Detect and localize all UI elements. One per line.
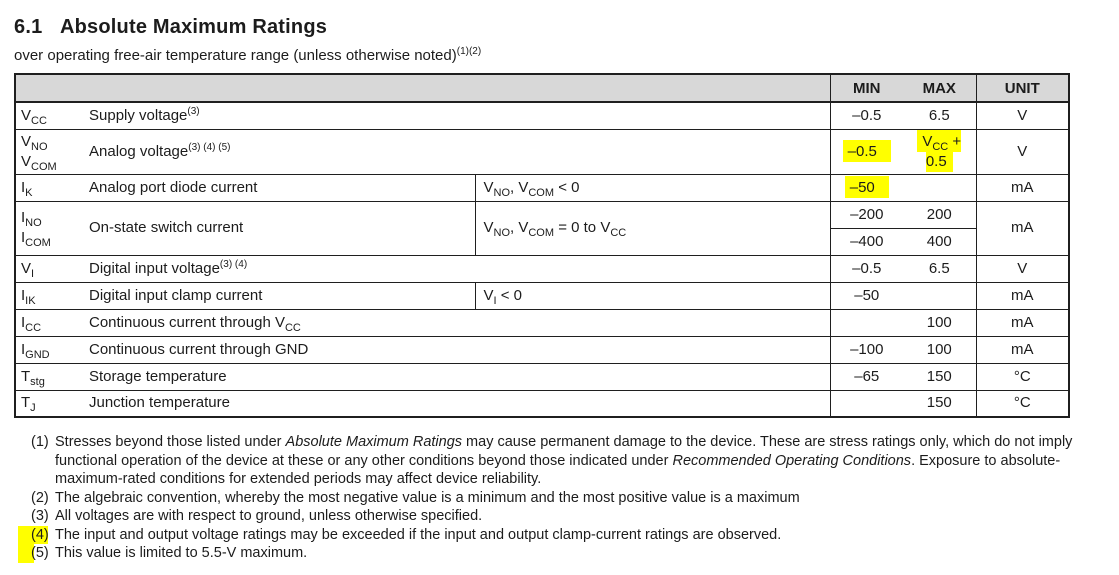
cell-condition: VI < 0 [474, 281, 830, 309]
cell-max [903, 173, 976, 201]
cell-min [829, 389, 903, 417]
table-row: VCC Supply voltage(3) –0.5 6.5 V [15, 101, 1069, 129]
cell-max: 6.5 [903, 101, 976, 129]
footnote-marker: (4) [18, 525, 55, 544]
cell-unit: °C [975, 389, 1069, 417]
ratings-table-body: VCC Supply voltage(3) –0.5 6.5 V VNO VCOM Analo… [15, 101, 1069, 417]
cell-description: On-state switch current [85, 200, 475, 255]
cell-min: –400 [829, 227, 903, 255]
cell-unit: V [975, 128, 1069, 174]
cell-unit: mA [975, 173, 1069, 201]
table-row: TJ Junction temperature 150 °C [15, 389, 1069, 417]
table-row: Tstg Storage temperature –65 150 °C [15, 362, 1069, 390]
cell-symbol: IK [15, 173, 85, 201]
cell-symbol: VI [15, 254, 85, 282]
subtitle-text: over operating free-air temperature rang… [14, 47, 457, 64]
footnote-marker: (5) [18, 544, 55, 563]
table-row: IK Analog port diode current VNO, VCOM < 0… [15, 173, 1069, 201]
cell-description: Supply voltage(3) [85, 101, 830, 129]
cell-description: Digital input clamp current [85, 281, 475, 309]
table-subtitle: over operating free-air temperature rang… [14, 46, 1119, 65]
cell-symbol: IIK [15, 281, 85, 309]
cell-max [903, 281, 976, 309]
header-blank-cell [15, 74, 830, 103]
table-header-row: MIN MAX UNIT [15, 74, 1069, 103]
cell-unit: mA [975, 281, 1069, 309]
section-number: 6.1 [14, 16, 43, 38]
cell-symbol: IGND [15, 335, 85, 363]
table-row: INO ICOM On-state switch current VNO, VCOM … [15, 200, 1069, 255]
footnote: (2) The algebraic convention, whereby the… [18, 489, 1092, 508]
footnote-marker: (3) [31, 508, 49, 524]
absolute-maximum-ratings-table: MIN MAX UNIT VCC Supply voltage(3) –0.5 6.5… [14, 73, 1070, 418]
cell-unit: mA [975, 308, 1069, 336]
cell-max: 400 [903, 227, 976, 255]
cell-condition: VNO, VCOM = 0 to VCC [474, 200, 830, 255]
cell-description: Digital input voltage(3) (4) [85, 254, 830, 282]
footnote-text: Stresses beyond those listed under Absol… [55, 434, 1073, 487]
cell-unit: V [975, 101, 1069, 129]
footnote: (4) The input and output voltage ratings … [18, 525, 1092, 544]
cell-symbol: VCC [15, 101, 85, 129]
cell-symbol: ICC [15, 308, 85, 336]
cell-unit: mA [975, 335, 1069, 363]
cell-symbol: VNO VCOM [15, 128, 85, 174]
section-title-text: Absolute Maximum Ratings [60, 16, 328, 38]
cell-max: 150 [903, 389, 976, 417]
footnote-marker: (1) [31, 434, 49, 450]
table-subrow: –400 400 [15, 227, 1069, 255]
cell-unit: mA [975, 200, 1069, 255]
cell-max: 6.5 [903, 254, 976, 282]
cell-min: –50 [829, 281, 903, 309]
table-row: VNO VCOM Analog voltage(3) (4) (5) –0.5 VCC … [15, 128, 1069, 174]
cell-min: –200 [829, 200, 903, 228]
section-title: 6.1 Absolute Maximum Ratings [14, 16, 1119, 39]
cell-description: Analog voltage(3) (4) (5) [85, 128, 830, 174]
cell-min: –65 [829, 362, 903, 390]
footnotes-list: (1) Stresses beyond those listed under Ab… [14, 433, 1092, 563]
cell-max: 100 [903, 335, 976, 363]
cell-min: –0.5 [829, 254, 903, 282]
cell-description: Continuous current through GND [85, 335, 830, 363]
cell-description: Analog port diode current [85, 173, 475, 201]
footnote: (1) Stresses beyond those listed under Ab… [18, 433, 1092, 489]
cell-symbol: TJ [15, 389, 85, 417]
cell-min [829, 308, 903, 336]
table-row: IIK Digital input clamp current VI < 0 –50 m… [15, 281, 1069, 309]
cell-max: 100 [903, 308, 976, 336]
cell-max: VCC + 0.5 [903, 128, 976, 174]
subtitle-footnote-refs: (1)(2) [456, 46, 482, 57]
cell-description: Continuous current through VCC [85, 308, 830, 336]
footnote-text: All voltages are with respect to ground,… [55, 508, 483, 524]
footnote-marker: (2) [31, 489, 49, 506]
footnote-text: The algebraic convention, whereby the mo… [55, 489, 800, 506]
table-row: IGND Continuous current through GND –100 10… [15, 335, 1069, 363]
cell-condition: VNO, VCOM < 0 [474, 173, 830, 201]
table-row: ICC Continuous current through VCC 100 mA [15, 308, 1069, 336]
footnote-text: This value is limited to 5.5-V maximum. [55, 545, 308, 561]
cell-unit: °C [975, 362, 1069, 390]
cell-symbol: INO ICOM [15, 200, 85, 255]
cell-max: 150 [903, 362, 976, 390]
footnote-text: The input and output voltage ratings may… [55, 526, 782, 543]
cell-description: Junction temperature [85, 389, 830, 417]
header-unit: UNIT [975, 74, 1069, 103]
cell-min: –100 [829, 335, 903, 363]
header-min: MIN [829, 74, 903, 103]
cell-symbol: Tstg [15, 362, 85, 390]
cell-min: –0.5 [829, 128, 903, 174]
cell-max: 200 [903, 200, 976, 228]
cell-description: Storage temperature [85, 362, 830, 390]
footnote: (3) All voltages are with respect to grou… [18, 507, 1092, 526]
cell-min: –0.5 [829, 101, 903, 129]
cell-min: –50 [829, 173, 903, 201]
table-row: VI Digital input voltage(3) (4) –0.5 6.5 V [15, 254, 1069, 282]
datasheet-page: 6.1 Absolute Maximum Ratings over operat… [14, 16, 1119, 563]
header-max: MAX [903, 74, 976, 103]
footnote: (5) This value is limited to 5.5-V maximu… [18, 544, 1092, 563]
cell-unit: V [975, 254, 1069, 282]
